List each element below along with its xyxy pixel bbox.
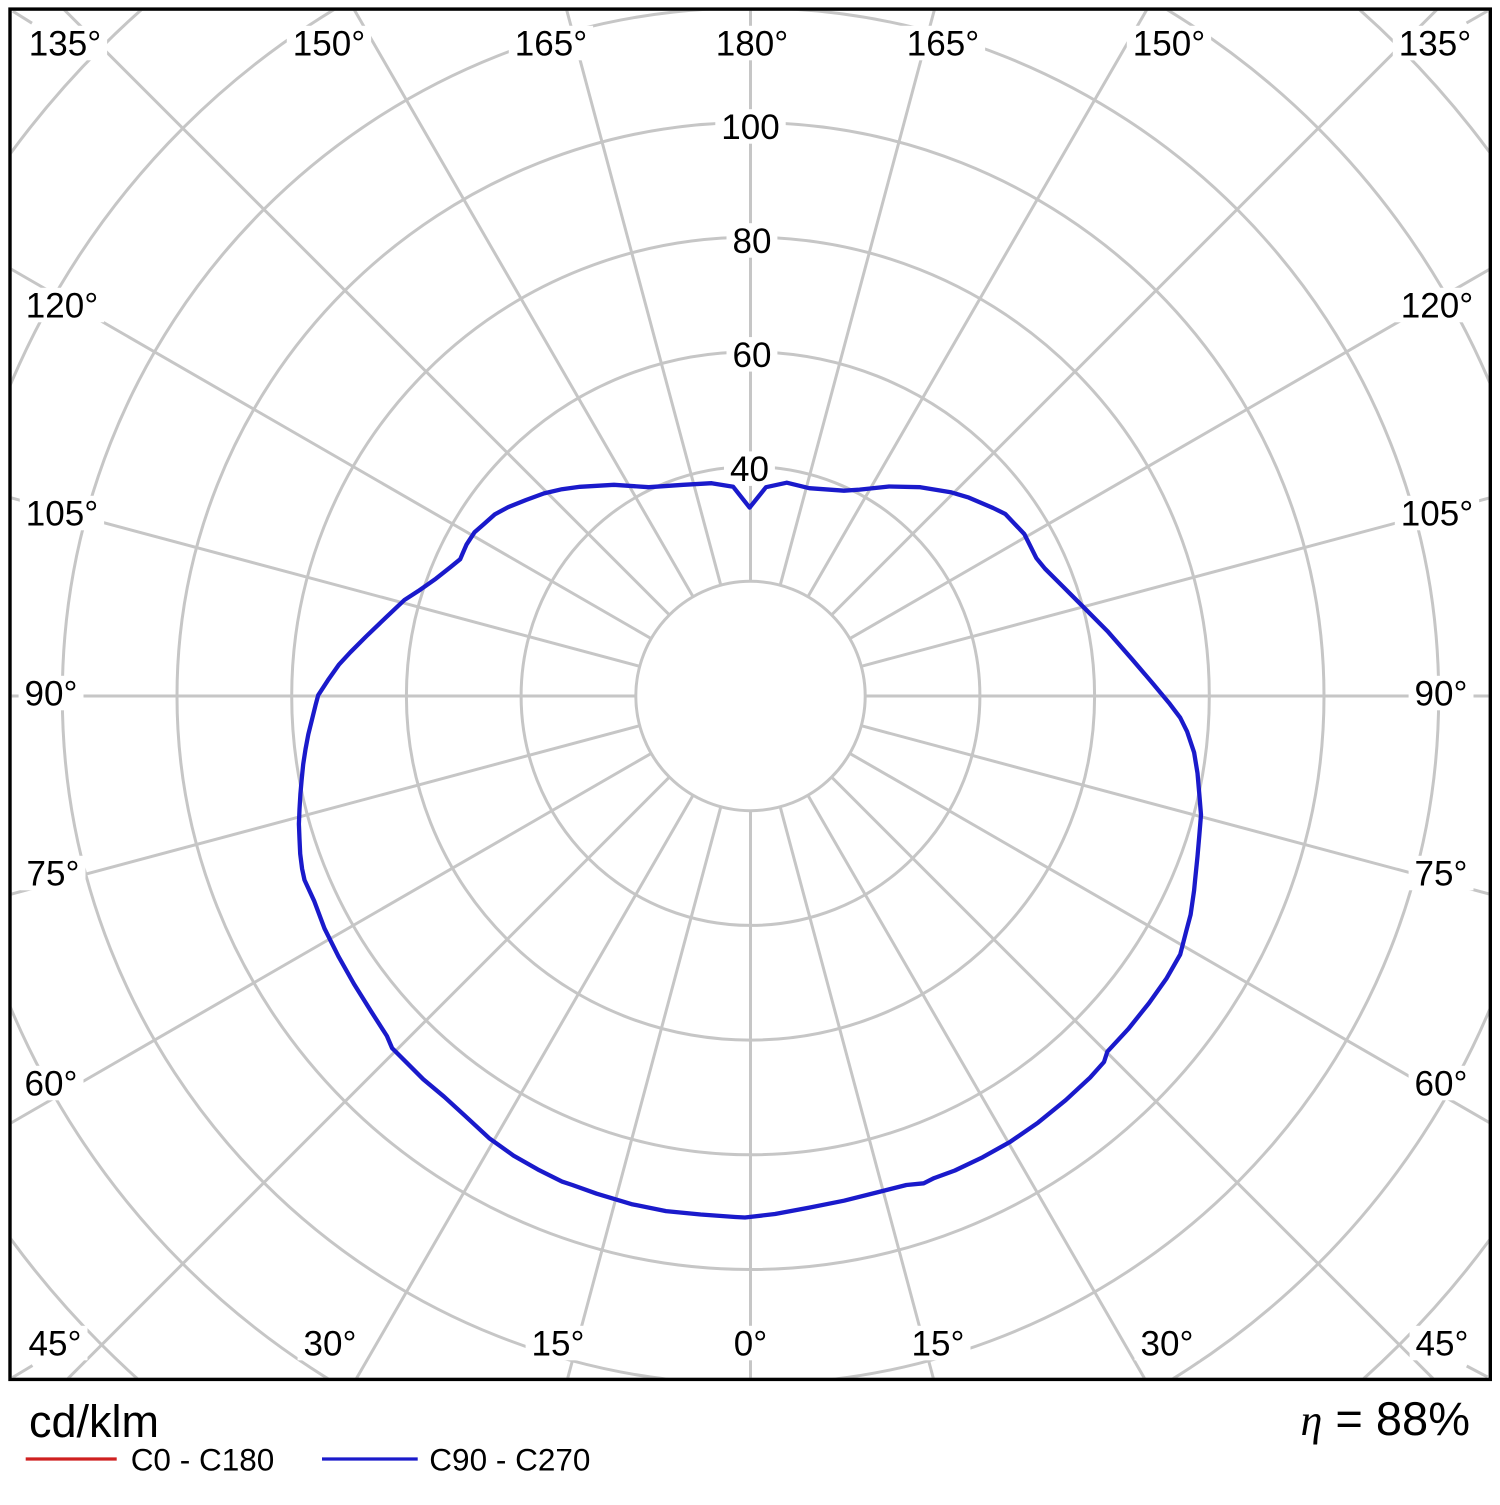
svg-text:45°: 45° xyxy=(29,1325,82,1364)
svg-text:60°: 60° xyxy=(1415,1065,1468,1104)
svg-text:150°: 150° xyxy=(293,25,365,64)
svg-text:η = 88%: η = 88% xyxy=(1301,1392,1470,1445)
svg-text:60°: 60° xyxy=(25,1065,78,1104)
svg-text:120°: 120° xyxy=(26,287,98,326)
svg-text:80: 80 xyxy=(733,222,772,261)
svg-text:0°: 0° xyxy=(734,1325,767,1364)
svg-text:105°: 105° xyxy=(1401,495,1473,534)
svg-text:100: 100 xyxy=(721,108,779,147)
svg-text:C0 - C180: C0 - C180 xyxy=(131,1441,275,1477)
svg-text:90°: 90° xyxy=(25,675,78,714)
svg-text:30°: 30° xyxy=(1141,1325,1194,1364)
svg-text:30°: 30° xyxy=(304,1325,357,1364)
svg-text:135°: 135° xyxy=(1399,25,1471,64)
svg-text:150°: 150° xyxy=(1133,25,1205,64)
svg-text:135°: 135° xyxy=(29,25,101,64)
svg-text:60: 60 xyxy=(733,336,772,375)
svg-text:cd/klm: cd/klm xyxy=(29,1396,159,1447)
svg-text:105°: 105° xyxy=(26,495,98,534)
svg-text:165°: 165° xyxy=(907,25,979,64)
svg-text:40: 40 xyxy=(730,450,769,489)
svg-text:45°: 45° xyxy=(1416,1325,1469,1364)
svg-text:75°: 75° xyxy=(1415,855,1468,894)
svg-text:165°: 165° xyxy=(515,25,587,64)
svg-text:15°: 15° xyxy=(532,1325,585,1364)
svg-text:90°: 90° xyxy=(1415,675,1468,714)
svg-text:120°: 120° xyxy=(1401,287,1473,326)
svg-text:15°: 15° xyxy=(912,1325,965,1364)
svg-text:75°: 75° xyxy=(27,855,80,894)
svg-text:180°: 180° xyxy=(716,25,788,64)
svg-text:C90 - C270: C90 - C270 xyxy=(429,1441,590,1477)
